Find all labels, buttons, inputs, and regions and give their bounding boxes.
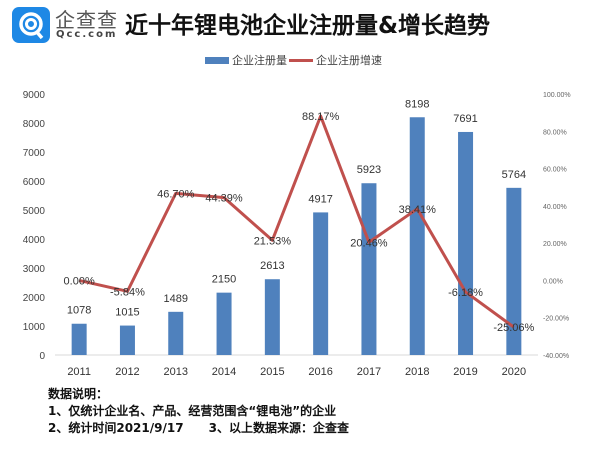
bar [216,292,232,355]
bar-label: 1078 [67,305,91,317]
line-label: 44.39% [205,193,243,205]
x-axis-tick: 2016 [308,366,332,378]
bar-label: 5923 [357,164,381,176]
right-axis-tick: 100.00% [543,92,571,99]
x-axis-tick: 2018 [405,366,429,378]
notes-heading: 数据说明： [48,387,109,401]
line-label: 20.46% [350,237,388,249]
x-axis-tick: 2019 [453,366,477,378]
bar [409,117,425,356]
right-axis-tick: 80.00% [543,129,567,136]
notes-line-1: 1、仅统计企业名、产品、经营范围含“锂电池”的企业 [48,404,337,418]
notes-line-2: 2、统计时间2021/9/17 3、以上数据来源：企查查 [48,421,349,435]
bar [119,325,135,355]
legend: 企业注册量 企业注册增速 [205,52,382,68]
x-axis-tick: 2015 [260,366,284,378]
brand-domain: Qcc.com [56,29,118,40]
left-axis-tick: 0 [39,351,45,362]
bar [264,279,280,355]
left-axis-tick: 4000 [23,235,46,246]
left-axis-tick: 3000 [23,264,46,275]
x-axis-tick: 2012 [115,366,139,378]
line-label: 38.41% [399,204,437,216]
bar-label: 8198 [405,98,429,110]
legend-bar-swatch [205,56,229,64]
left-axis-tick: 8000 [23,119,46,130]
notes: 数据说明： 1、仅统计企业名、产品、经营范围含“锂电池”的企业 2、统计时间20… [48,386,349,437]
x-axis-tick: 2013 [164,366,188,378]
bar [506,187,522,355]
left-axis-tick: 9000 [23,90,46,101]
x-axis-tick: 2020 [502,366,526,378]
x-axis-tick: 2017 [357,366,381,378]
legend-line-label: 企业注册增速 [316,54,382,67]
brand-name: 企查查 [55,8,118,32]
right-axis-tick: 0.00% [543,278,563,285]
growth-line [78,114,515,329]
line-label: -25.06% [493,322,534,334]
bar-label: 2150 [212,274,236,286]
bar-label: 1489 [164,293,188,305]
x-axis-tick: 2014 [212,366,236,378]
right-axis-tick: 40.00% [543,204,567,211]
left-axis-tick: 7000 [23,148,46,159]
line-label: -5.84% [110,286,145,298]
bar-label: 1015 [115,307,139,319]
right-axis-tick: -40.00% [543,353,569,360]
bar [71,323,87,355]
right-axis-tick: 20.00% [543,241,567,248]
legend-bar-label: 企业注册量 [232,54,287,67]
bar-label: 5764 [502,169,526,181]
right-axis-tick: 60.00% [543,167,567,174]
left-axis-tick: 1000 [23,322,46,333]
chart-title: 近十年锂电池企业注册量&增长趋势 [125,13,491,39]
legend-line-swatch [289,58,313,62]
bar-label: 2613 [260,260,284,272]
bar [168,311,184,355]
line-label: 0.00% [64,275,95,287]
right-axis-tick: -20.00% [543,316,569,323]
bar-label: 4917 [308,193,332,205]
line-label: 21.53% [254,235,292,247]
line-label: -6.18% [448,287,483,299]
bar [313,212,329,355]
x-axis-tick: 2011 [67,366,91,378]
line-label: 46.70% [157,188,195,200]
line-label: 88.17% [302,111,340,123]
left-axis-tick: 2000 [23,293,46,304]
qcc-logo-icon [12,7,50,43]
bar [458,131,474,355]
bar-label: 7691 [453,113,477,125]
left-axis-tick: 6000 [23,177,46,188]
left-axis-tick: 5000 [23,206,46,217]
bar [361,183,377,355]
